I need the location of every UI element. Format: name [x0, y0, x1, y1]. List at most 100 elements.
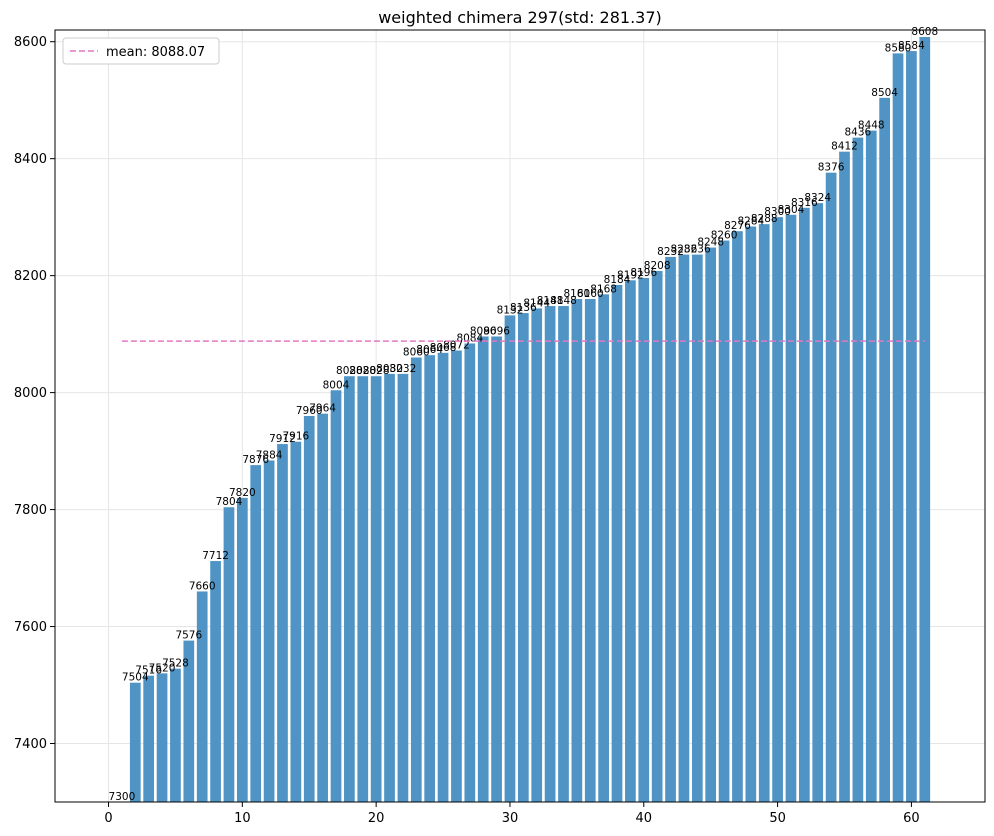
bar-value-label: 8160: [564, 288, 591, 300]
bar-value-label: 8236: [671, 244, 698, 256]
bar: [424, 355, 436, 802]
bar-value-label: 8324: [804, 192, 831, 204]
bar: [531, 308, 543, 802]
bar: [705, 247, 717, 803]
y-tick-label: 8000: [14, 386, 47, 401]
bar: [799, 207, 810, 802]
bar: [156, 673, 168, 802]
bar: [317, 413, 328, 802]
bar-value-label: 8132: [497, 304, 524, 316]
bar-value-label: 7712: [202, 550, 229, 562]
plot-frame: [54, 29, 986, 803]
bar: [732, 231, 743, 803]
bar-value-label: 8184: [604, 274, 631, 286]
bar: [598, 294, 609, 802]
y-axis-ticks: 7400 7600 7800 8000 8200 8400 8600: [14, 35, 55, 752]
bar-value-label: 8300: [764, 206, 791, 218]
y-tick-label: 7800: [14, 503, 47, 518]
legend-label: mean: 8088.07: [106, 45, 205, 60]
bar: [143, 675, 155, 802]
bar-value-label: 8028: [363, 365, 390, 377]
bar-value-label: 8436: [845, 127, 872, 139]
bar: [517, 313, 529, 802]
chart-title: weighted chimera 297(std: 281.37): [378, 8, 662, 27]
bar: [437, 352, 449, 802]
bar-value-label: 8236: [684, 244, 711, 256]
bar-value-label: 7820: [229, 487, 256, 499]
bar-value-label: 8608: [911, 26, 938, 38]
legend-box: [62, 37, 220, 65]
bar-value-label: 7504: [122, 672, 149, 684]
bar: [384, 373, 395, 802]
bar-value-label: 7876: [242, 454, 269, 466]
bar-value-label: 8232: [657, 246, 684, 258]
bar-value-label: 8160: [577, 288, 604, 300]
bar: [892, 53, 904, 803]
bar: [571, 299, 583, 802]
x-tick-label: 10: [234, 811, 251, 826]
bar-value-label: 8032: [390, 363, 417, 375]
bar-value-label: 8376: [818, 162, 845, 174]
bar-value-label: 8276: [724, 220, 751, 232]
bar: [330, 390, 342, 802]
bar-value-label: 8580: [885, 42, 912, 54]
bar-value-label: 7516: [135, 665, 162, 677]
bar: [504, 315, 516, 802]
bar: [397, 373, 409, 802]
bar: [745, 226, 757, 802]
bar: [919, 37, 931, 802]
bar-value-label: 8064: [416, 344, 443, 356]
bar-value-label: 8208: [644, 260, 671, 272]
bar-value-label: 8068: [430, 342, 457, 354]
bar-series: [129, 37, 931, 803]
x-tick-label: 0: [104, 811, 112, 826]
bar-value-label: 8412: [831, 141, 858, 153]
bar-value-label: 8316: [791, 197, 818, 209]
bar-value-label: 8072: [443, 339, 470, 351]
bar-value-label: 8196: [630, 267, 657, 279]
bar: [263, 460, 275, 802]
bar-value-label: 8096: [470, 325, 497, 337]
bar-value-label: 7964: [309, 403, 336, 415]
bar: [879, 97, 890, 803]
x-tick-label: 20: [368, 811, 385, 826]
bar: [785, 214, 797, 802]
bar-value-label: 8260: [711, 230, 738, 242]
bar-value-label: 7528: [162, 658, 189, 670]
bar-value-label: 7660: [189, 580, 216, 592]
bar: [544, 306, 556, 802]
bar: [451, 350, 462, 802]
bar: [344, 376, 355, 802]
x-axis-ticks: 0 10 20 30 40 50 60: [104, 802, 920, 826]
bar: [638, 277, 650, 802]
bar: [865, 130, 877, 802]
bar: [772, 217, 783, 803]
x-tick-label: 40: [636, 811, 653, 826]
bar-value-label: 8248: [697, 237, 724, 249]
bar-value-label: 7884: [256, 449, 283, 461]
bar: [223, 507, 235, 802]
x-tick-label: 30: [502, 811, 519, 826]
y-tick-label: 8200: [14, 269, 47, 284]
legend: mean: 8088.07: [62, 37, 220, 65]
bar: [758, 224, 770, 803]
bar-value-label: 7804: [216, 496, 243, 508]
bar-value-label: 8168: [590, 283, 617, 295]
bar: [812, 203, 824, 802]
bar: [370, 376, 382, 802]
bar-value-label: 8284: [737, 216, 764, 228]
bar: [691, 254, 703, 803]
bar: [839, 151, 850, 802]
bar: [584, 299, 596, 802]
bar-value-label: 8096: [483, 325, 510, 337]
y-tick-label: 8400: [14, 152, 47, 167]
bar: [290, 441, 302, 802]
bar: [651, 270, 663, 802]
bar: [357, 376, 369, 802]
y-tick-label: 7400: [14, 737, 47, 752]
bar-value-label: 8136: [510, 302, 537, 314]
bar-value-label: 8004: [323, 379, 350, 391]
bar: [718, 240, 730, 802]
